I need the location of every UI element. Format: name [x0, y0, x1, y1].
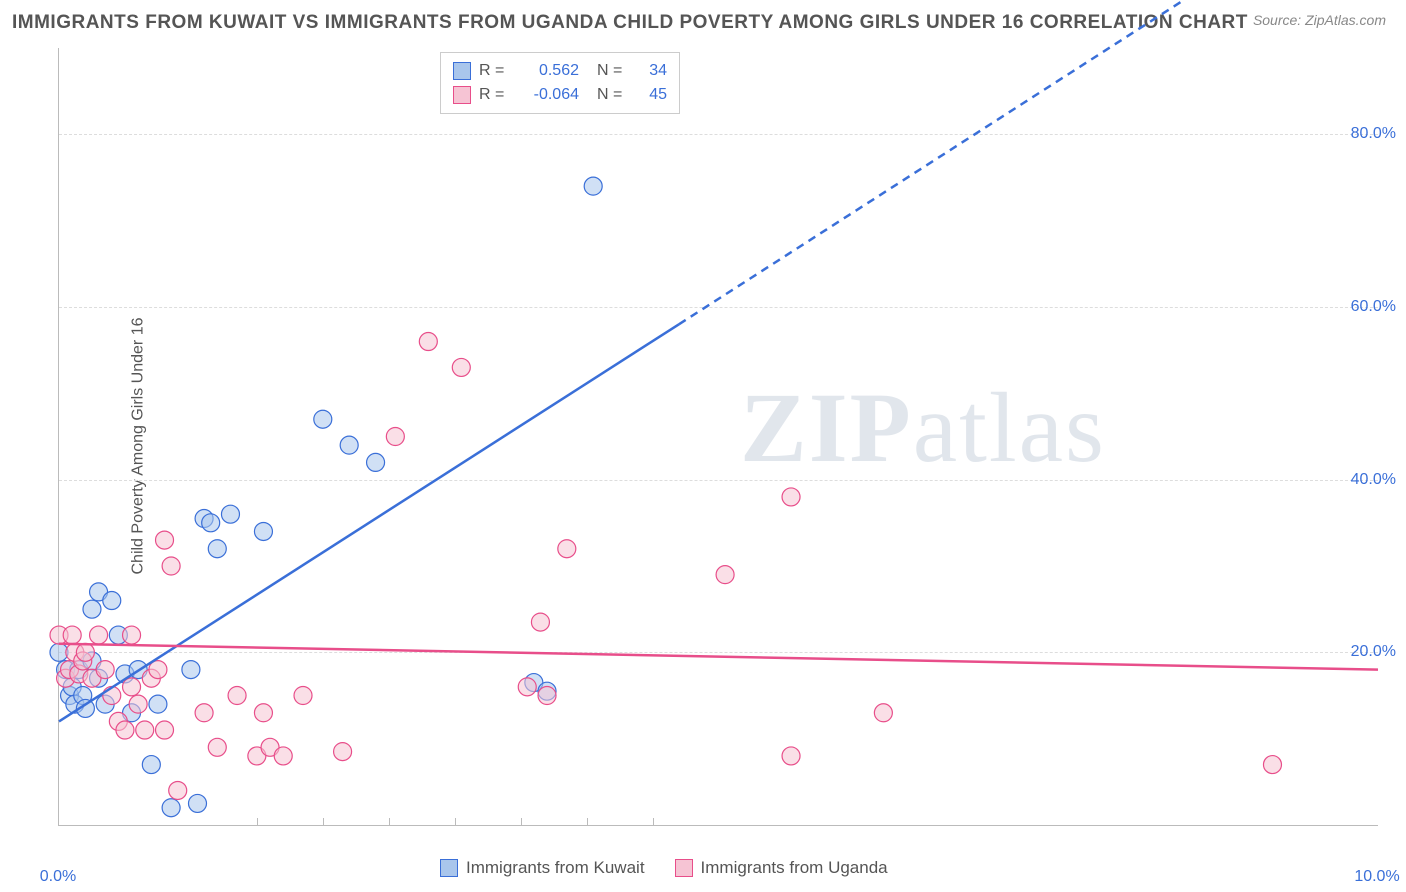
data-point [83, 600, 101, 618]
data-point [538, 687, 556, 705]
n-value-kuwait: 34 [637, 59, 667, 83]
plot-svg [59, 48, 1378, 825]
data-point [149, 695, 167, 713]
r-value-uganda: -0.064 [519, 83, 579, 107]
r-label: R = [479, 59, 511, 83]
data-point [558, 540, 576, 558]
swatch-kuwait [440, 859, 458, 877]
data-point [136, 721, 154, 739]
data-point [142, 756, 160, 774]
data-point [254, 704, 272, 722]
data-point [90, 626, 108, 644]
data-point [96, 661, 114, 679]
data-point [518, 678, 536, 696]
data-point [294, 687, 312, 705]
trend-line [59, 324, 679, 721]
data-point [103, 687, 121, 705]
data-point [182, 661, 200, 679]
data-point [782, 488, 800, 506]
data-point [531, 613, 549, 631]
r-value-kuwait: 0.562 [519, 59, 579, 83]
correlation-legend: R = 0.562 N = 34 R = -0.064 N = 45 [440, 52, 680, 114]
source-label: Source: ZipAtlas.com [1253, 12, 1386, 28]
data-point [123, 678, 141, 696]
plot-area [58, 48, 1378, 826]
data-point [169, 781, 187, 799]
series-legend: Immigrants from Kuwait Immigrants from U… [440, 858, 888, 878]
trend-line [59, 644, 1378, 670]
data-point [156, 531, 174, 549]
r-label: R = [479, 83, 511, 107]
data-point [162, 557, 180, 575]
legend-item-kuwait: Immigrants from Kuwait [440, 858, 645, 878]
swatch-uganda [675, 859, 693, 877]
x-tick-label: 10.0% [1354, 868, 1399, 886]
data-point [103, 592, 121, 610]
data-point [340, 436, 358, 454]
legend-row-uganda: R = -0.064 N = 45 [453, 83, 667, 107]
data-point [208, 738, 226, 756]
data-point [386, 428, 404, 446]
legend-item-uganda: Immigrants from Uganda [675, 858, 888, 878]
legend-label-uganda: Immigrants from Uganda [701, 858, 888, 878]
data-point [452, 358, 470, 376]
data-point [129, 695, 147, 713]
data-point [254, 522, 272, 540]
data-point [76, 643, 94, 661]
data-point [367, 453, 385, 471]
data-point [156, 721, 174, 739]
chart-title: IMMIGRANTS FROM KUWAIT VS IMMIGRANTS FRO… [12, 12, 1248, 34]
legend-row-kuwait: R = 0.562 N = 34 [453, 59, 667, 83]
trend-line-extrapolated [679, 0, 1378, 324]
data-point [314, 410, 332, 428]
data-point [221, 505, 239, 523]
legend-label-kuwait: Immigrants from Kuwait [466, 858, 645, 878]
data-point [116, 721, 134, 739]
data-point [1263, 756, 1281, 774]
data-point [419, 333, 437, 351]
n-value-uganda: 45 [637, 83, 667, 107]
data-point [208, 540, 226, 558]
data-point [334, 743, 352, 761]
data-point [874, 704, 892, 722]
data-point [782, 747, 800, 765]
data-point [202, 514, 220, 532]
n-label: N = [597, 83, 629, 107]
data-point [123, 626, 141, 644]
n-label: N = [597, 59, 629, 83]
data-point [63, 626, 81, 644]
data-point [274, 747, 292, 765]
data-point [162, 799, 180, 817]
data-point [188, 794, 206, 812]
swatch-uganda [453, 86, 471, 104]
data-point [228, 687, 246, 705]
x-tick-label: 0.0% [40, 868, 76, 886]
data-point [716, 566, 734, 584]
data-point [195, 704, 213, 722]
data-point [584, 177, 602, 195]
swatch-kuwait [453, 62, 471, 80]
